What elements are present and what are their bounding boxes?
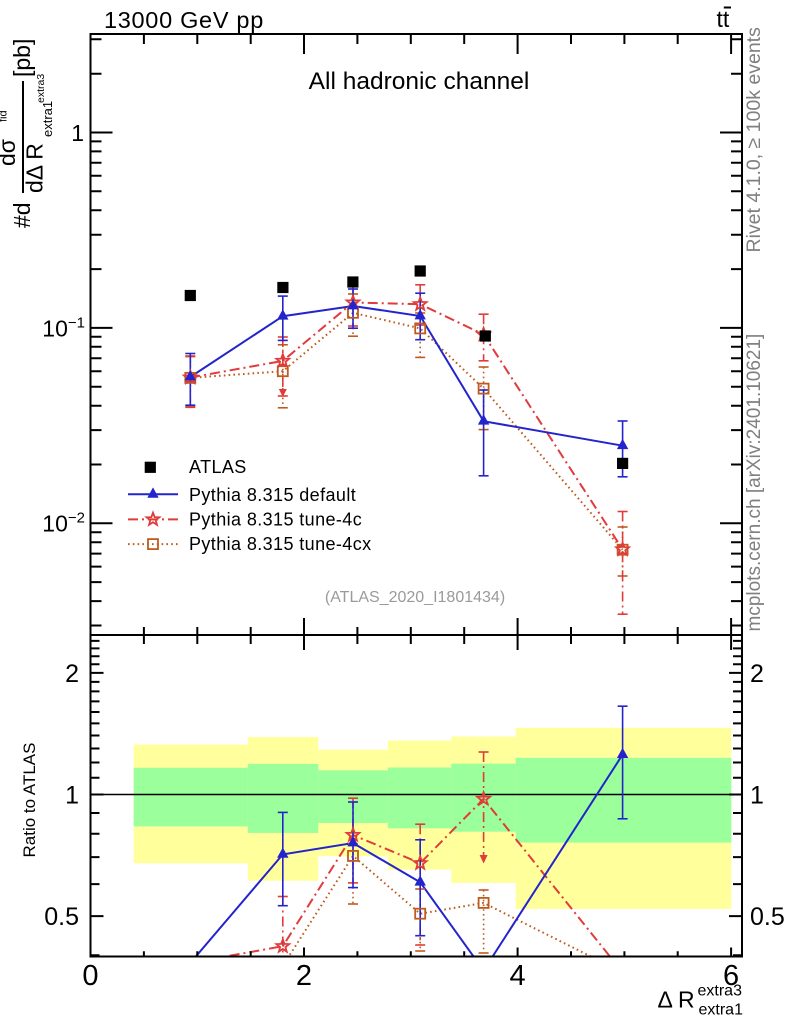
svg-text:extra1: extra1 — [699, 1002, 744, 1019]
svg-text:Ratio to ATLAS: Ratio to ATLAS — [20, 743, 39, 858]
svg-text:Pythia 8.315 default: Pythia 8.315 default — [189, 485, 356, 505]
svg-text:Rivet 4.1.0, ≥ 100k events: Rivet 4.1.0, ≥ 100k events — [743, 27, 765, 253]
svg-text:extra3: extra3 — [35, 74, 47, 103]
svg-text:[pb]: [pb] — [9, 39, 35, 77]
svg-text:(ATLAS_2020_I1801434): (ATLAS_2020_I1801434) — [325, 589, 505, 606]
svg-text:fid: fid — [0, 110, 10, 122]
svg-text:6: 6 — [723, 960, 739, 992]
svg-text:2: 2 — [65, 660, 79, 688]
svg-text:0.5: 0.5 — [44, 903, 79, 931]
svg-text:0.5: 0.5 — [750, 903, 785, 931]
svg-text:1: 1 — [750, 782, 764, 810]
svg-text:0: 0 — [82, 960, 98, 992]
svg-text:extra1: extra1 — [40, 101, 55, 137]
svg-text:1: 1 — [71, 120, 84, 146]
svg-text:All hadronic channel: All hadronic channel — [309, 68, 530, 95]
svg-text:2: 2 — [750, 660, 764, 688]
svg-text:dσ: dσ — [0, 139, 20, 166]
svg-text:ATLAS: ATLAS — [189, 457, 247, 477]
svg-text:1: 1 — [65, 782, 79, 810]
svg-text:13000 GeV pp: 13000 GeV pp — [104, 7, 264, 33]
svg-text:2: 2 — [296, 960, 312, 992]
svg-text:10−1: 10−1 — [42, 314, 85, 341]
svg-text:Pythia 8.315 tune-4cx: Pythia 8.315 tune-4cx — [189, 534, 372, 554]
svg-text:dΔ R: dΔ R — [22, 143, 48, 193]
svg-text:mcplots.cern.ch [arXiv:2401.10: mcplots.cern.ch [arXiv:2401.10621] — [744, 334, 765, 632]
svg-text:Pythia 8.315 tune-4c: Pythia 8.315 tune-4c — [189, 510, 362, 530]
svg-text:Δ R: Δ R — [658, 987, 695, 1013]
svg-text:tt: tt — [717, 6, 730, 32]
svg-text:4: 4 — [510, 960, 526, 992]
svg-text:#d: #d — [9, 202, 35, 228]
svg-text:extra3: extra3 — [698, 983, 743, 1000]
